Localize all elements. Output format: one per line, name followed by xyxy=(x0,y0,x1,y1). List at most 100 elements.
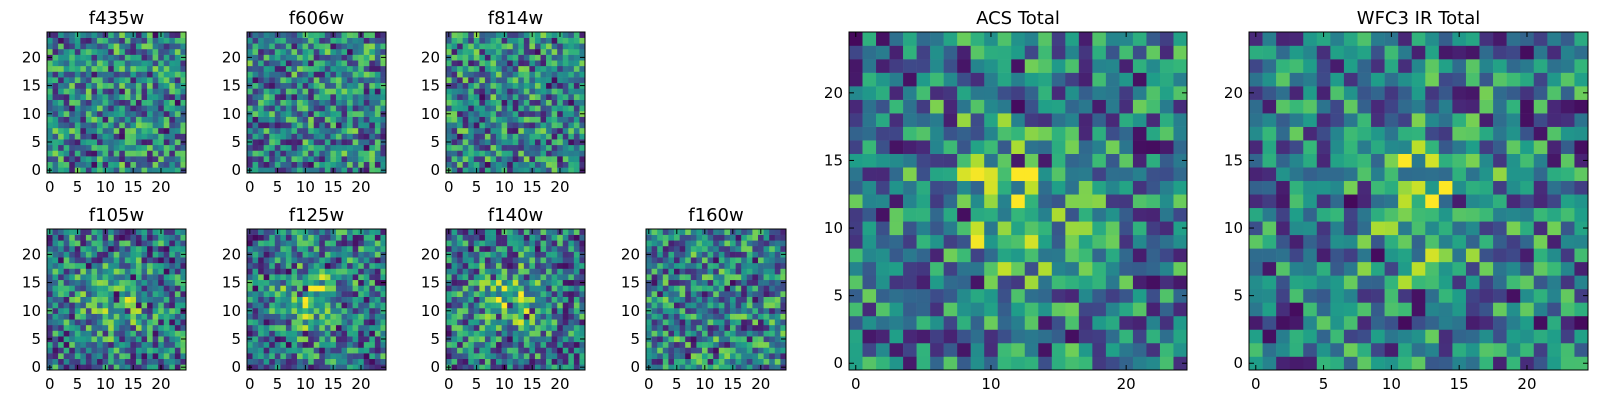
heatmap-cell xyxy=(702,324,708,331)
heatmap-cell xyxy=(352,71,359,78)
heatmap-cell xyxy=(247,285,253,292)
heatmap-cell xyxy=(335,116,342,123)
heatmap-cell xyxy=(69,110,76,117)
heatmap-cell xyxy=(52,65,59,72)
y-tick-label: 15 xyxy=(621,274,640,292)
heatmap-cell xyxy=(573,279,580,286)
heatmap-cell xyxy=(1173,342,1188,357)
heatmap-cell xyxy=(490,353,497,360)
heatmap-cell xyxy=(352,110,359,117)
heatmap-cell xyxy=(735,324,742,331)
heatmap-cell xyxy=(529,319,536,326)
heatmap-cell xyxy=(258,279,264,286)
heatmap-cell xyxy=(313,161,320,168)
heatmap-cell xyxy=(291,279,298,286)
heatmap-cell xyxy=(130,110,137,117)
heatmap-cell xyxy=(529,240,536,247)
heatmap-cell xyxy=(285,161,292,168)
heatmap-cell xyxy=(269,324,276,331)
heatmap-cell xyxy=(551,144,558,151)
heatmap-cell xyxy=(97,245,103,252)
heatmap-cell xyxy=(490,54,497,61)
heatmap-cell xyxy=(74,285,81,292)
heatmap-cell xyxy=(1078,194,1093,209)
heatmap-cell xyxy=(324,71,331,78)
heatmap-cell xyxy=(258,48,264,55)
heatmap-cell xyxy=(479,99,486,106)
heatmap-cell xyxy=(363,43,370,50)
heatmap-cell xyxy=(457,82,463,89)
heatmap-cell xyxy=(551,330,558,337)
heatmap-cell xyxy=(512,43,519,50)
heatmap-cell xyxy=(347,240,353,247)
heatmap-cell xyxy=(135,257,142,264)
heatmap-cell xyxy=(85,364,92,371)
heatmap-cell xyxy=(158,94,165,100)
heatmap-cell xyxy=(97,167,103,174)
x-tick-label: 15 xyxy=(124,375,143,393)
heatmap-cell xyxy=(291,122,298,129)
heatmap-cell xyxy=(308,105,315,112)
heatmap-cell xyxy=(662,268,669,275)
heatmap-cell xyxy=(341,77,348,84)
heatmap-cell xyxy=(943,261,958,276)
heatmap-cell xyxy=(269,43,276,50)
heatmap-cell xyxy=(319,279,326,286)
heatmap-cell xyxy=(479,88,486,95)
heatmap-cell xyxy=(85,291,92,297)
heatmap-cell xyxy=(758,358,764,365)
heatmap-cell xyxy=(646,353,652,360)
heatmap-cell xyxy=(707,279,714,286)
heatmap-cell xyxy=(263,60,270,67)
heatmap-cell xyxy=(468,336,475,343)
heatmap-cell xyxy=(490,330,497,337)
heatmap-cell xyxy=(534,94,541,100)
heatmap-cell xyxy=(363,302,370,309)
heatmap-cell xyxy=(752,274,759,281)
heatmap-cell xyxy=(358,99,365,106)
heatmap-cell xyxy=(169,110,176,117)
heatmap-cell xyxy=(369,133,376,140)
heatmap-cell xyxy=(997,288,1012,303)
heatmap-cell xyxy=(141,60,148,67)
heatmap-cell xyxy=(58,122,64,129)
heatmap-cell xyxy=(451,150,458,157)
heatmap-cell xyxy=(319,353,326,360)
heatmap-cell xyxy=(707,313,714,320)
x-tick-label: 5 xyxy=(73,178,83,196)
heatmap-cell xyxy=(735,245,742,252)
heatmap-cell xyxy=(679,245,686,252)
heatmap-cell xyxy=(534,116,541,123)
heatmap-cell xyxy=(97,313,103,320)
heatmap-cell xyxy=(774,229,781,235)
heatmap-cell xyxy=(330,262,337,269)
heatmap-cell xyxy=(380,122,387,129)
heatmap-cell xyxy=(374,127,381,134)
heatmap-cell xyxy=(297,341,303,348)
heatmap-cell xyxy=(274,139,281,146)
panel-title: f606w xyxy=(289,8,344,29)
heatmap-cell xyxy=(534,313,541,320)
heatmap-cell xyxy=(1092,234,1107,249)
heatmap-cell xyxy=(468,32,475,38)
heatmap-cell xyxy=(335,245,342,252)
heatmap-cell xyxy=(374,324,381,331)
heatmap-cell xyxy=(274,353,281,360)
heatmap-cell xyxy=(252,291,259,297)
heatmap-cell xyxy=(113,37,120,44)
heatmap-cell xyxy=(113,167,120,174)
heatmap-cell xyxy=(446,150,452,157)
heatmap-cell xyxy=(451,116,458,123)
heatmap-cell xyxy=(302,251,309,258)
heatmap-cell xyxy=(713,279,720,286)
heatmap-cell xyxy=(1011,207,1026,222)
heatmap-cell xyxy=(540,285,547,292)
heatmap-cell xyxy=(352,251,359,258)
heatmap-cell xyxy=(374,307,381,314)
heatmap-cell xyxy=(1173,261,1188,276)
heatmap-cell xyxy=(85,313,92,320)
heatmap-cell xyxy=(662,302,669,309)
heatmap-cell xyxy=(180,313,187,320)
heatmap-cell xyxy=(758,251,764,258)
